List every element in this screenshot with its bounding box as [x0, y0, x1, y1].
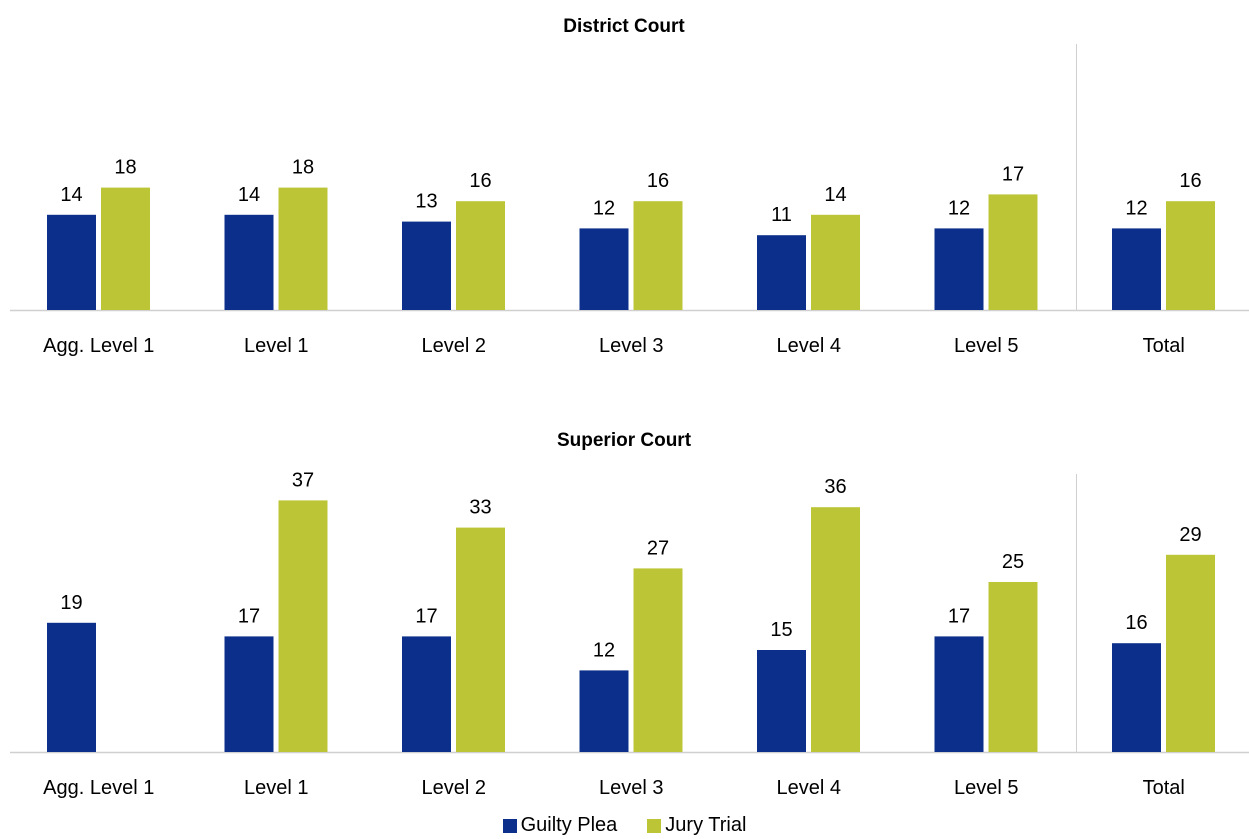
district-court-category-label-level-3: Level 3: [599, 335, 664, 357]
district-court-data-label-guilty-plea-level-2: 13: [415, 191, 437, 213]
superior-court-bar-guilty-plea-total: [1112, 643, 1161, 752]
district-court-data-label-guilty-plea-level-1: 14: [238, 184, 260, 206]
district-court-data-label-jury-trial-level-4: 14: [824, 184, 846, 206]
district-court-bar-jury-trial-level-2: [456, 201, 505, 310]
district-court-data-label-jury-trial-agg-level-1: 18: [114, 157, 136, 179]
superior-court-data-label-guilty-plea-level-5: 17: [948, 605, 970, 627]
superior-court-category-label-level-1: Level 1: [244, 777, 309, 799]
superior-court-bar-jury-trial-level-3: [633, 568, 683, 752]
district-court-bar-guilty-plea-level-1: [224, 214, 274, 310]
legend-label-jury-trial: Jury Trial: [665, 814, 747, 836]
district-court-category-label-level-1: Level 1: [244, 335, 309, 357]
superior-court-data-label-guilty-plea-agg-level-1: 19: [60, 592, 82, 614]
legend-swatch-guilty-plea: [502, 818, 517, 833]
superior-court-bar-guilty-plea-agg-level-1: [47, 622, 96, 752]
district-court-data-label-jury-trial-total: 16: [1179, 170, 1201, 192]
superior-court-bar-guilty-plea-level-3: [579, 670, 629, 752]
superior-court-data-label-jury-trial-level-3: 27: [647, 537, 669, 559]
superior-court-data-label-guilty-plea-total: 16: [1125, 612, 1147, 634]
legend-label-guilty-plea: Guilty Plea: [520, 814, 618, 836]
district-court-bar-jury-trial-total: [1166, 201, 1215, 310]
district-court-category-label-agg-level-1: Agg. Level 1: [43, 335, 154, 357]
district-court-data-label-jury-trial-level-3: 16: [647, 170, 669, 192]
legend-swatch-jury-trial: [647, 818, 662, 833]
superior-court-category-label-total: Total: [1143, 777, 1185, 799]
superior-court-bar-guilty-plea-level-4: [757, 650, 806, 752]
district-court-bar-guilty-plea-level-3: [579, 228, 629, 310]
superior-court-bar-jury-trial-level-5: [988, 582, 1038, 752]
superior-court-bar-jury-trial-level-4: [811, 507, 860, 752]
district-court-data-label-jury-trial-level-2: 16: [469, 170, 491, 192]
superior-court-title: Superior Court: [557, 430, 692, 451]
superior-court-bar-guilty-plea-level-5: [934, 636, 984, 752]
superior-court-data-label-jury-trial-total: 29: [1179, 524, 1201, 546]
district-court-bar-guilty-plea-level-5: [934, 228, 984, 310]
legend-item-guilty-plea: Guilty Plea: [502, 814, 618, 837]
district-court-bar-jury-trial-level-5: [988, 194, 1038, 310]
district-court-bar-guilty-plea-level-2: [402, 221, 451, 310]
district-court-data-label-guilty-plea-agg-level-1: 14: [60, 184, 82, 206]
district-court-bar-jury-trial-level-1: [278, 187, 328, 310]
district-court-category-label-level-4: Level 4: [777, 335, 842, 357]
district-court-bar-jury-trial-level-3: [633, 201, 683, 310]
district-court-data-label-guilty-plea-level-5: 12: [948, 197, 970, 219]
district-court-category-label-level-5: Level 5: [954, 335, 1019, 357]
district-court-category-label-level-2: Level 2: [422, 335, 487, 357]
superior-court-data-label-guilty-plea-level-1: 17: [238, 605, 260, 627]
superior-court-data-label-jury-trial-level-1: 37: [292, 469, 314, 491]
district-court-data-label-guilty-plea-total: 12: [1125, 197, 1147, 219]
superior-court-bar-jury-trial-level-1: [278, 500, 328, 752]
superior-court-category-label-level-5: Level 5: [954, 777, 1019, 799]
superior-court-category-label-agg-level-1: Agg. Level 1: [43, 777, 154, 799]
district-court-title: District Court: [563, 16, 685, 37]
superior-court-data-label-guilty-plea-level-4: 15: [770, 619, 792, 641]
legend-item-jury-trial: Jury Trial: [647, 814, 746, 837]
superior-court-data-label-jury-trial-level-4: 36: [824, 476, 846, 498]
superior-court-bar-jury-trial-level-2: [456, 527, 505, 752]
superior-court-bar-jury-trial-total: [1166, 554, 1215, 752]
district-court-bar-guilty-plea-level-4: [757, 235, 806, 310]
district-court-bar-guilty-plea-agg-level-1: [47, 214, 96, 310]
superior-court-category-label-level-3: Level 3: [599, 777, 664, 799]
district-court-data-label-guilty-plea-level-3: 12: [593, 197, 615, 219]
district-court-data-label-jury-trial-level-5: 17: [1002, 163, 1024, 185]
superior-court-bar-guilty-plea-level-1: [224, 636, 274, 752]
superior-court-data-label-guilty-plea-level-2: 17: [415, 605, 437, 627]
court-charts: District Court Agg. Level 1 14 18 Level 1 14 1…: [10, 16, 1249, 799]
superior-court-bar-guilty-plea-level-2: [402, 636, 451, 752]
district-court-bar-jury-trial-agg-level-1: [101, 187, 150, 310]
district-court-data-label-guilty-plea-level-4: 11: [771, 204, 792, 226]
legend: Guilty Plea Jury Trial: [0, 814, 1249, 837]
superior-court-data-label-guilty-plea-level-3: 12: [593, 639, 615, 661]
district-court-category-label-total: Total: [1143, 335, 1185, 357]
superior-court-data-label-jury-trial-level-2: 33: [469, 497, 491, 519]
district-court-bar-jury-trial-level-4: [811, 214, 860, 310]
district-court-bar-guilty-plea-total: [1112, 228, 1161, 310]
superior-court-category-label-level-4: Level 4: [777, 777, 842, 799]
superior-court-data-label-jury-trial-level-5: 25: [1002, 551, 1024, 573]
superior-court-category-label-level-2: Level 2: [422, 777, 487, 799]
district-court-data-label-jury-trial-level-1: 18: [292, 157, 314, 179]
